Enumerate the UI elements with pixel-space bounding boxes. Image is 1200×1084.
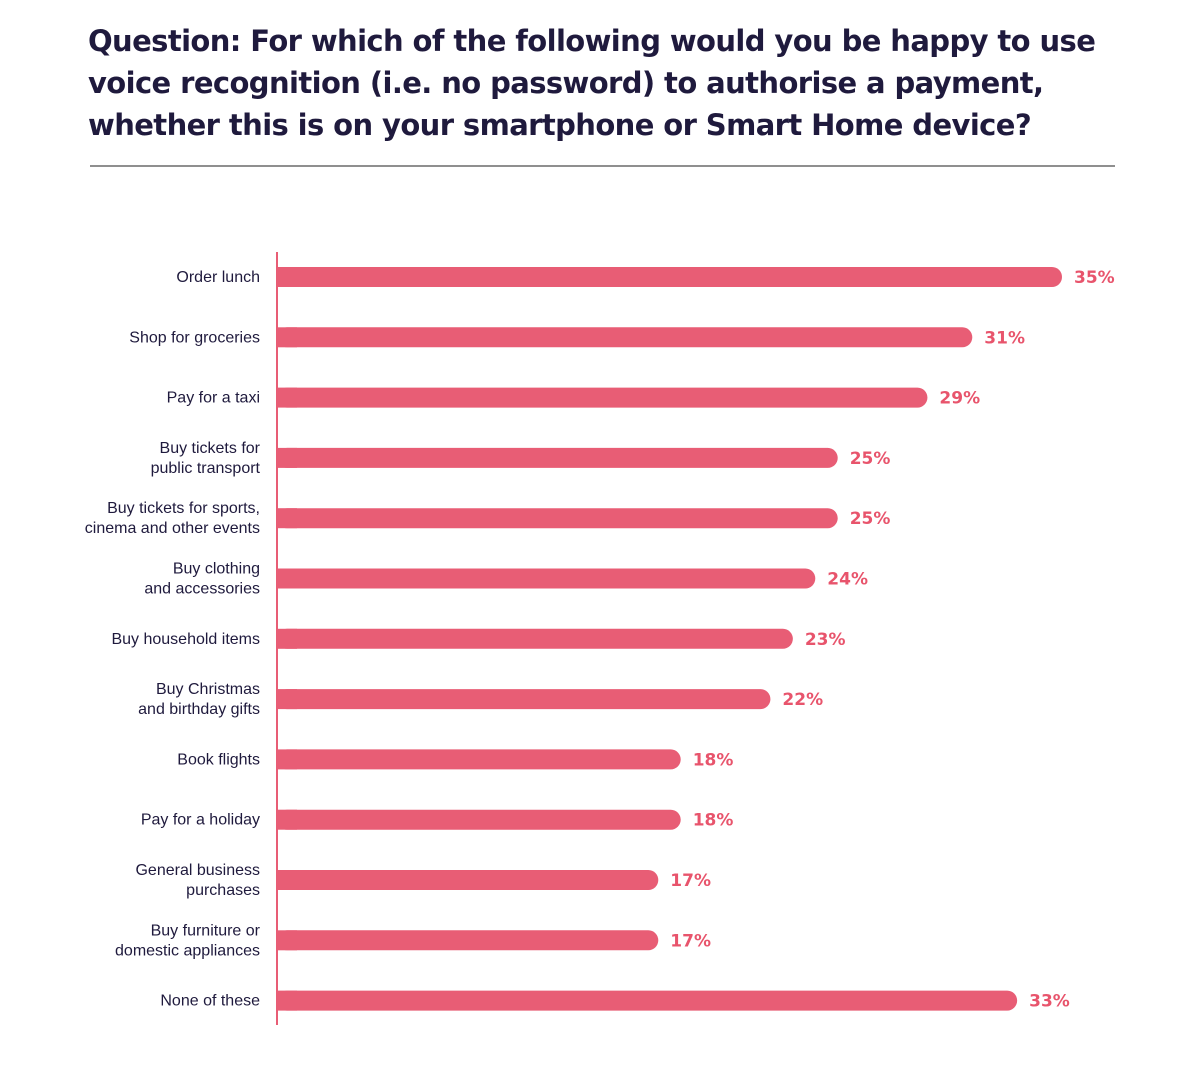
value-label: 17% (670, 931, 711, 951)
category-label-line: Buy tickets for (160, 440, 261, 457)
category-label-line: cinema and other events (85, 520, 260, 537)
category-label: Order lunch (176, 269, 260, 286)
value-label: 24% (827, 570, 868, 590)
category-label-line: Book flights (177, 751, 260, 768)
category-label: Book flights (177, 751, 260, 768)
value-label: 18% (693, 750, 734, 770)
bar-base (277, 870, 297, 890)
bar (277, 387, 928, 408)
value-label: 35% (1074, 268, 1115, 288)
value-label: 25% (850, 449, 891, 469)
category-label: Buy tickets for public transport (151, 440, 261, 477)
chart-title: Question: For which of the following wou… (88, 24, 1096, 142)
bar (277, 930, 659, 951)
bar-base (277, 387, 297, 408)
bar (277, 809, 681, 830)
value-label: 25% (850, 509, 891, 529)
category-label-line: Pay for a taxi (167, 390, 260, 407)
title-divider (90, 165, 1115, 167)
category-label: None of these (160, 993, 260, 1010)
category-label-line: Pay for a holiday (141, 812, 260, 829)
bar-base (277, 447, 297, 468)
category-label-line: purchases (186, 882, 260, 899)
category-label-line: public transport (151, 460, 261, 477)
bar (277, 327, 973, 348)
category-label-line: and accessories (144, 581, 260, 598)
bar (277, 267, 1062, 287)
category-label-line: Order lunch (176, 269, 260, 286)
category-label: Buy Christmas and birthday gifts (138, 681, 260, 718)
value-label: 33% (1029, 992, 1070, 1012)
category-label-line: None of these (160, 993, 260, 1010)
category-label-line: Buy clothing (173, 561, 260, 578)
bar (277, 508, 838, 529)
bar-base (277, 930, 297, 951)
category-label-line: Buy household items (111, 631, 260, 648)
bars-group: 35% Order lunch 31% Shop for groceries 29% Pa… (85, 267, 1115, 1012)
bar-base (277, 689, 297, 710)
value-label: 17% (670, 871, 711, 891)
bar-base (277, 508, 297, 529)
category-label-line: General business (135, 862, 260, 879)
category-label: Buy clothing and accessories (144, 561, 260, 598)
value-label: 23% (805, 630, 846, 650)
bar (277, 628, 793, 649)
bar-base (277, 628, 297, 649)
bar-base (277, 327, 297, 348)
category-label: Pay for a holiday (141, 812, 260, 829)
category-label: Shop for groceries (129, 329, 260, 346)
category-label-line: Buy Christmas (156, 681, 260, 698)
value-label: 31% (984, 328, 1025, 348)
bar-base (277, 568, 297, 589)
bar (277, 749, 681, 770)
value-label: 29% (939, 389, 980, 409)
category-label-line: Shop for groceries (129, 329, 260, 346)
category-label: General business purchases (135, 862, 260, 899)
bar-base (277, 749, 297, 770)
category-label-line: Buy furniture or (151, 922, 261, 939)
category-label: Pay for a taxi (167, 390, 260, 407)
category-label-line: and birthday gifts (138, 701, 260, 718)
bar-base (277, 990, 297, 1011)
value-label: 22% (782, 690, 823, 710)
bar (277, 870, 659, 890)
category-label-line: Buy tickets for sports, (107, 500, 260, 517)
bar (277, 990, 1018, 1011)
bar (277, 447, 838, 468)
value-label: 18% (693, 811, 734, 831)
bar (277, 689, 771, 710)
bar (277, 568, 816, 589)
category-label-line: domestic appliances (115, 942, 260, 959)
category-label: Buy furniture or domestic appliances (115, 922, 261, 959)
category-label: Buy tickets for sports, cinema and other … (85, 500, 260, 537)
bar-base (277, 267, 297, 287)
category-label: Buy household items (111, 631, 260, 648)
bar-base (277, 809, 297, 830)
